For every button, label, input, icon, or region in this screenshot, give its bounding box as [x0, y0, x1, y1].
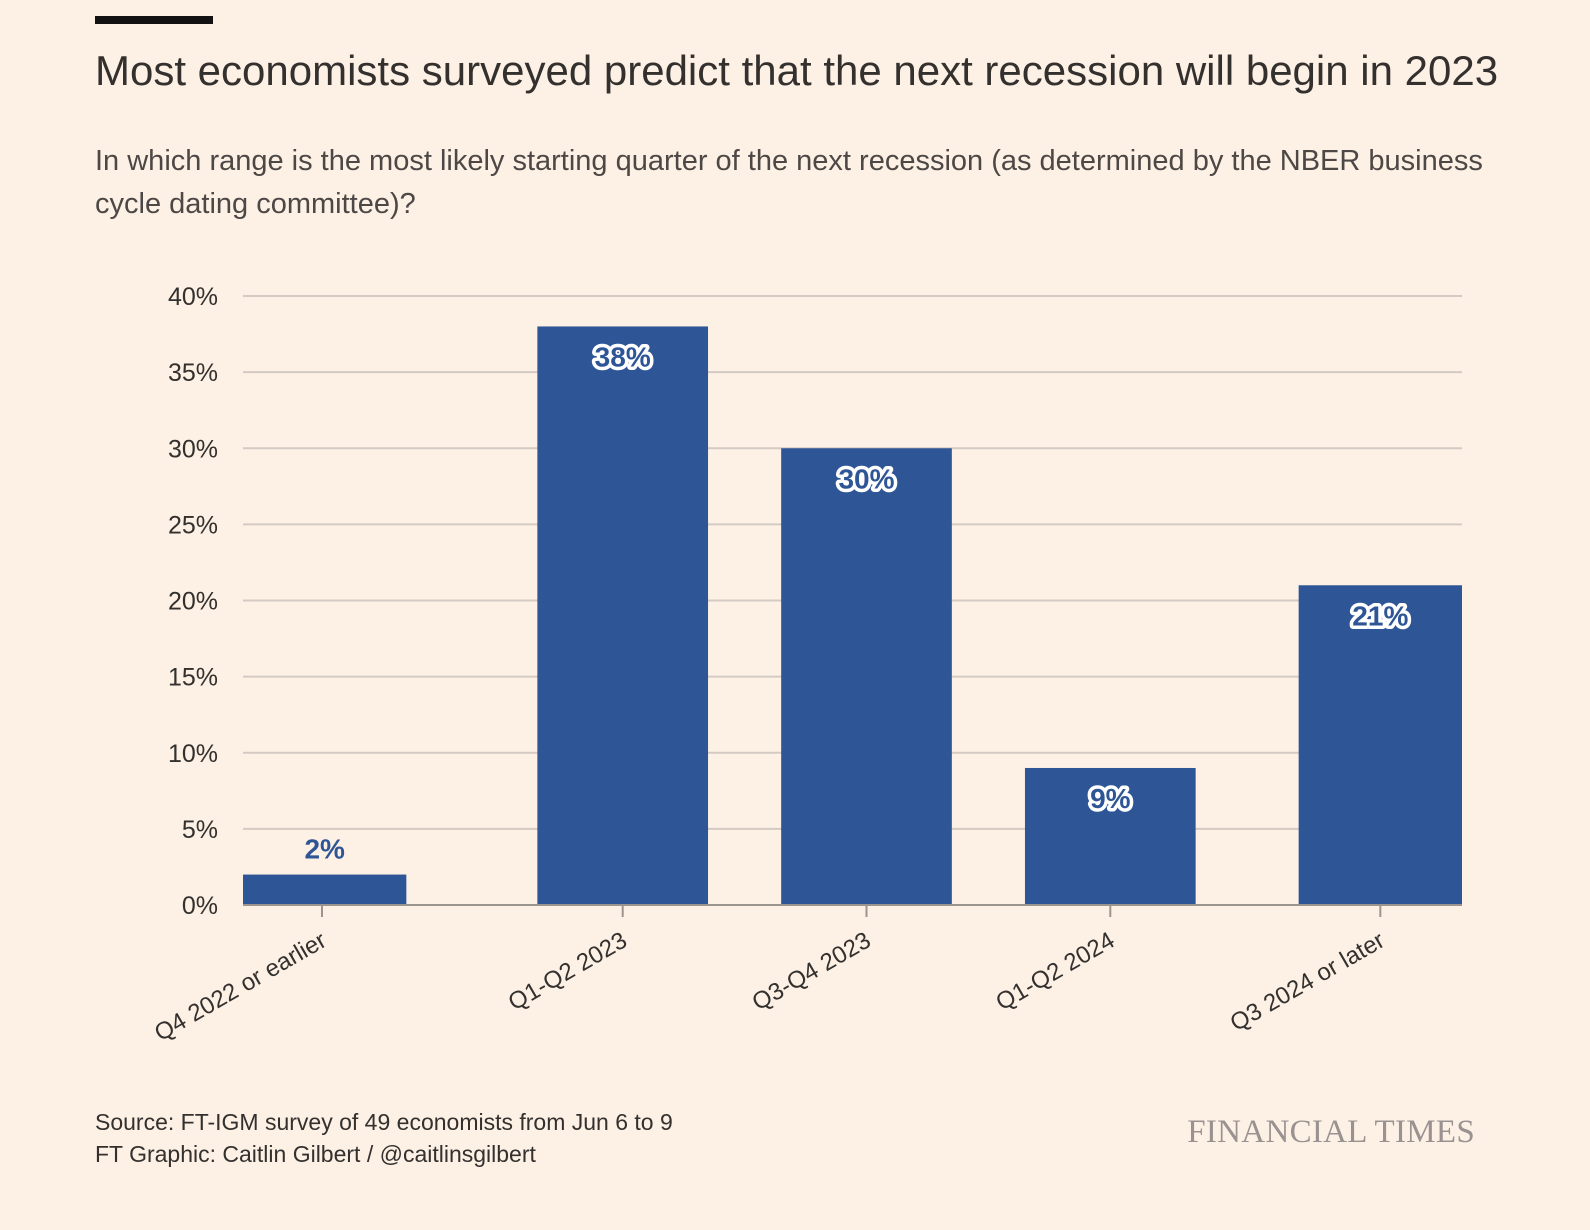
x-tick-label: Q1-Q2 2024 [991, 927, 1119, 1016]
footer: Source: FT-IGM survey of 49 economists f… [95, 1106, 673, 1170]
bar [1024, 767, 1196, 905]
y-tick-label: 30% [168, 435, 218, 463]
source-note: Source: FT-IGM survey of 49 economists f… [95, 1109, 673, 1135]
y-tick-label: 15% [168, 664, 218, 692]
y-tick-label: 20% [168, 588, 218, 616]
x-tick-label: Q3 2024 or later [1226, 927, 1390, 1037]
data-label: 30% [838, 463, 894, 494]
ft-brand-logo: FINANCIAL TIMES [1187, 1114, 1475, 1150]
x-tick-label: Q3-Q4 2023 [748, 927, 876, 1016]
chart-subtitle: In which range is the most likely starti… [95, 145, 1483, 220]
bar [537, 326, 709, 905]
data-label: 2% [304, 834, 345, 865]
y-axis-ticks: 0% 5% 10% 15% 20% 25% 30% 35% 40% [168, 283, 218, 920]
y-tick-label: 10% [168, 740, 218, 768]
bars [243, 326, 1462, 905]
data-label: 21% [1352, 600, 1408, 631]
bar-chart: 0% 5% 10% 15% 20% 25% 30% 35% 40% Q4 2022 or ear… [150, 283, 1462, 1047]
x-axis: Q4 2022 or earlier Q1-Q2 2023 Q3-Q4 2023 Q1… [150, 904, 1462, 1047]
x-tick-label: Q4 2022 or earlier [150, 927, 331, 1047]
top-rule [95, 16, 213, 24]
x-tick-label: Q1-Q2 2023 [504, 927, 632, 1016]
data-label: 38% [595, 341, 651, 372]
y-tick-label: 25% [168, 511, 218, 539]
bar [781, 448, 952, 905]
y-tick-label: 35% [168, 359, 218, 387]
bar [1298, 585, 1462, 905]
graphic-credit: FT Graphic: Caitlin Gilbert / @caitlinsg… [95, 1141, 536, 1167]
data-labels: 2% 38% 30% 9% 21% [304, 338, 1412, 865]
y-tick-label: 5% [182, 816, 218, 844]
y-tick-label: 40% [168, 283, 218, 311]
data-label: 9% [1090, 783, 1131, 814]
y-tick-label: 0% [182, 892, 218, 920]
bar [243, 874, 407, 905]
chart-title: Most economists surveyed predict that th… [95, 47, 1499, 94]
